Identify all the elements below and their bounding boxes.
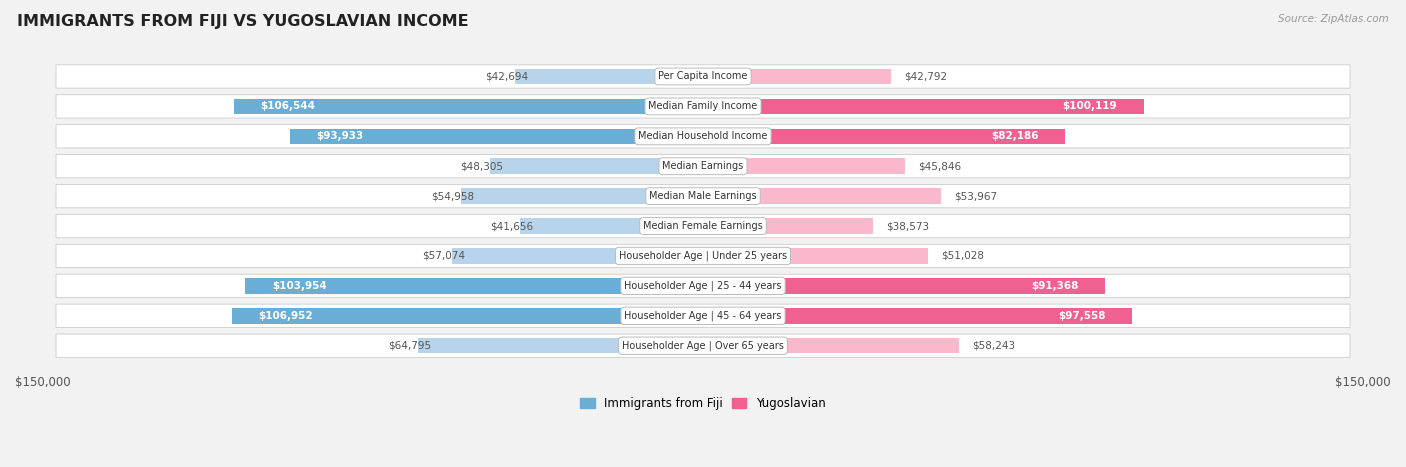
Bar (703, 128, 1064, 144)
Text: $58,243: $58,243 (973, 341, 1015, 351)
Text: $106,544: $106,544 (260, 101, 315, 112)
FancyBboxPatch shape (56, 334, 1350, 357)
FancyBboxPatch shape (56, 155, 1350, 178)
Text: Median Household Income: Median Household Income (638, 131, 768, 142)
Text: $100,119: $100,119 (1063, 101, 1118, 112)
Bar (703, 338, 959, 354)
Bar (418, 338, 703, 354)
Bar (703, 308, 1132, 324)
Bar (461, 188, 703, 204)
Text: $82,186: $82,186 (991, 131, 1038, 142)
Legend: Immigrants from Fiji, Yugoslavian: Immigrants from Fiji, Yugoslavian (575, 392, 831, 415)
FancyBboxPatch shape (56, 125, 1350, 148)
Text: $41,656: $41,656 (489, 221, 533, 231)
Text: $57,074: $57,074 (422, 251, 465, 261)
Text: Per Capita Income: Per Capita Income (658, 71, 748, 81)
Text: Median Earnings: Median Earnings (662, 161, 744, 171)
Bar (451, 248, 703, 264)
Bar (515, 69, 703, 84)
Text: Median Male Earnings: Median Male Earnings (650, 191, 756, 201)
Bar (233, 99, 703, 114)
Text: $91,368: $91,368 (1032, 281, 1078, 291)
Text: Median Female Earnings: Median Female Earnings (643, 221, 763, 231)
Bar (232, 308, 703, 324)
FancyBboxPatch shape (56, 95, 1350, 118)
Text: $51,028: $51,028 (941, 251, 984, 261)
Bar (703, 158, 905, 174)
Bar (703, 278, 1105, 294)
Text: Householder Age | 45 - 64 years: Householder Age | 45 - 64 years (624, 311, 782, 321)
Text: $106,952: $106,952 (259, 311, 314, 321)
Text: $42,694: $42,694 (485, 71, 529, 81)
Text: $38,573: $38,573 (886, 221, 929, 231)
Bar (703, 248, 928, 264)
Text: Source: ZipAtlas.com: Source: ZipAtlas.com (1278, 14, 1389, 24)
Text: Median Family Income: Median Family Income (648, 101, 758, 112)
Text: $54,958: $54,958 (432, 191, 474, 201)
Text: Householder Age | Over 65 years: Householder Age | Over 65 years (621, 340, 785, 351)
Text: Householder Age | Under 25 years: Householder Age | Under 25 years (619, 251, 787, 261)
Bar (246, 278, 703, 294)
Bar (290, 128, 703, 144)
Bar (703, 69, 891, 84)
Bar (491, 158, 703, 174)
Text: IMMIGRANTS FROM FIJI VS YUGOSLAVIAN INCOME: IMMIGRANTS FROM FIJI VS YUGOSLAVIAN INCO… (17, 14, 468, 29)
Text: $93,933: $93,933 (316, 131, 363, 142)
FancyBboxPatch shape (56, 244, 1350, 268)
Bar (703, 99, 1143, 114)
Text: $97,558: $97,558 (1059, 311, 1107, 321)
Text: $42,792: $42,792 (904, 71, 948, 81)
Bar (520, 218, 703, 234)
FancyBboxPatch shape (56, 304, 1350, 327)
Bar (703, 218, 873, 234)
FancyBboxPatch shape (56, 214, 1350, 238)
FancyBboxPatch shape (56, 274, 1350, 297)
FancyBboxPatch shape (56, 184, 1350, 208)
Text: $64,795: $64,795 (388, 341, 432, 351)
FancyBboxPatch shape (56, 65, 1350, 88)
Bar (703, 188, 941, 204)
Text: $103,954: $103,954 (271, 281, 326, 291)
Text: Householder Age | 25 - 44 years: Householder Age | 25 - 44 years (624, 281, 782, 291)
Text: $48,305: $48,305 (461, 161, 503, 171)
Text: $45,846: $45,846 (918, 161, 962, 171)
Text: $53,967: $53,967 (953, 191, 997, 201)
